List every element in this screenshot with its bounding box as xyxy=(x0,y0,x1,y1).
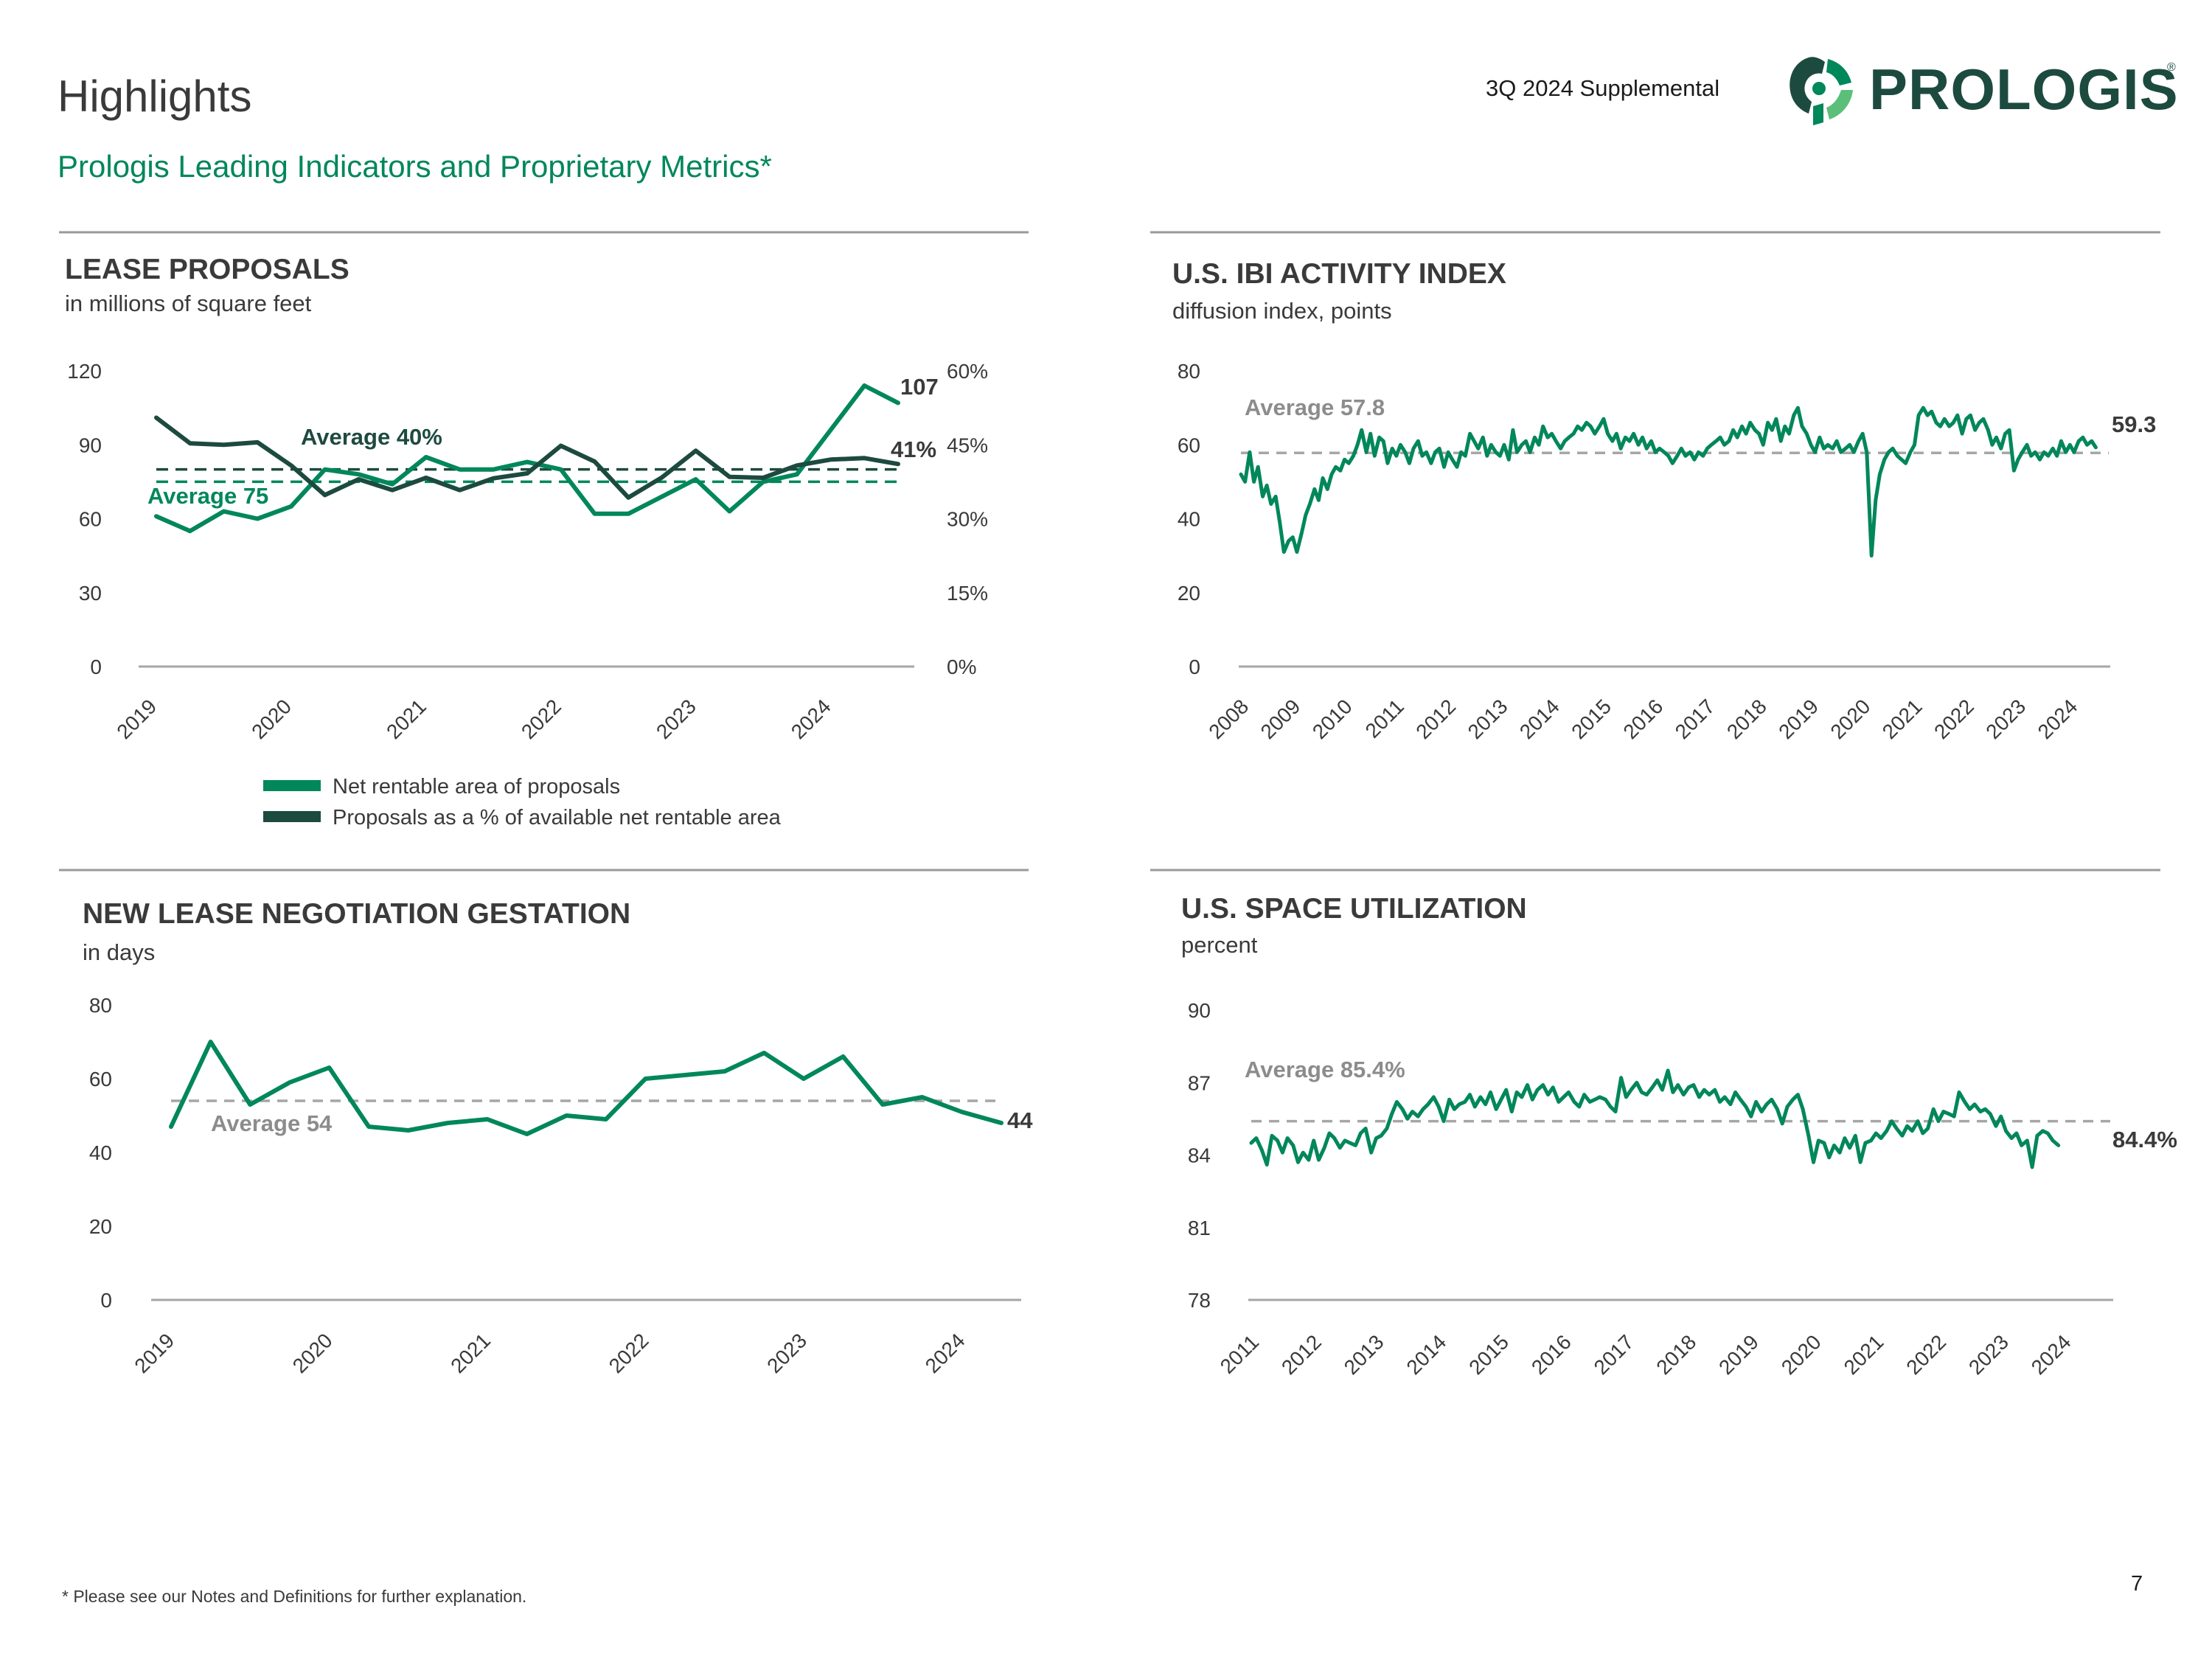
utilization-x-tick-label: 2019 xyxy=(1714,1330,1763,1379)
utilization-x-tick-label: 2023 xyxy=(1964,1330,2013,1379)
utilization-end-label: 84.4% xyxy=(2112,1127,2177,1152)
gestation-y-tick-label: 40 xyxy=(89,1141,112,1164)
lease-area-series-line xyxy=(154,383,900,534)
ibi-y-tick-label: 60 xyxy=(1178,434,1200,456)
page-subtitle: Prologis Leading Indicators and Propriet… xyxy=(58,149,772,184)
utilization-y-tick-label: 84 xyxy=(1188,1144,1211,1167)
logo-registered-mark: ® xyxy=(2167,61,2176,74)
utilization-x-tick-label: 2020 xyxy=(1777,1330,1826,1379)
lease-title: LEASE PROPOSALS xyxy=(65,254,349,285)
supplemental-label: 3Q 2024 Supplemental xyxy=(1486,75,1720,101)
ibi-y-tick-label: 80 xyxy=(1178,360,1200,383)
utilization-x-tick-label: 2012 xyxy=(1277,1330,1326,1379)
gestation-y-tick-label: 60 xyxy=(89,1068,112,1091)
lease-y2-tick-label: 15% xyxy=(947,582,988,605)
page-number: 7 xyxy=(2131,1572,2143,1596)
gestation-y-tick-label: 80 xyxy=(89,994,112,1017)
lease-average-area-label: Average 75 xyxy=(147,483,268,509)
ibi-subtitle: diffusion index, points xyxy=(1172,298,1392,324)
utilization-y-tick-label: 78 xyxy=(1188,1289,1211,1312)
utilization-x-tick-label: 2022 xyxy=(1902,1330,1950,1379)
ibi-y-tick-label: 20 xyxy=(1178,582,1200,605)
utilization-series-line xyxy=(1249,1068,2061,1169)
globe-icon xyxy=(1790,57,1853,125)
lease-y2-tick-label: 30% xyxy=(947,508,988,531)
footnote: * Please see our Notes and Definitions f… xyxy=(62,1587,527,1606)
lease-legend-label-pct: Proposals as a % of available net rentab… xyxy=(333,806,782,830)
gestation-y-tick-label: 0 xyxy=(100,1289,112,1312)
gestation-series-line xyxy=(169,1040,1004,1136)
utilization-x-tick-label: 2018 xyxy=(1652,1330,1700,1379)
utilization-y-tick-label: 81 xyxy=(1188,1217,1211,1239)
ibi-title: U.S. IBI ACTIVITY INDEX xyxy=(1172,258,1506,290)
lease-y-tick-label: 120 xyxy=(67,360,102,383)
lease-subtitle: in millions of square feet xyxy=(65,291,312,316)
gestation-y-tick-label: 20 xyxy=(89,1215,112,1238)
utilization-x-tick-label: 2013 xyxy=(1340,1330,1388,1379)
lease-end-label-area: 107 xyxy=(900,374,939,400)
lease-y2-tick-label: 45% xyxy=(947,434,988,456)
lease-y-tick-label: 60 xyxy=(79,508,102,531)
lease-legend-swatch-area xyxy=(263,780,321,791)
ibi-y-tick-label: 0 xyxy=(1189,655,1200,678)
page-title: Highlights xyxy=(58,72,252,121)
lease-y2-tick-label: 60% xyxy=(947,360,988,383)
utilization-title: U.S. SPACE UTILIZATION xyxy=(1181,893,1527,925)
lease-average-pct-label: Average 40% xyxy=(301,424,442,450)
lease-end-label-pct: 41% xyxy=(891,437,936,462)
gestation-subtitle: in days xyxy=(83,939,155,965)
lease-y-tick-label: 0 xyxy=(90,655,102,678)
ibi-y-tick-label: 40 xyxy=(1178,508,1200,531)
logo-wordmark: PROLOGIS xyxy=(1869,57,2179,122)
prologis-logo: PROLOGIS ® xyxy=(1790,57,2179,125)
lease-y-tick-label: 30 xyxy=(79,582,102,605)
lease-pct-series-line xyxy=(154,415,900,500)
utilization-x-tick-label: 2016 xyxy=(1527,1330,1576,1379)
lease-legend-label-area: Net rentable area of proposals xyxy=(333,775,620,799)
ibi-end-label: 59.3 xyxy=(2112,411,2156,437)
ibi-average-label: Average 57.8 xyxy=(1245,394,1385,420)
utilization-x-tick-label: 2017 xyxy=(1590,1330,1638,1379)
utilization-x-tick-label: 2024 xyxy=(2027,1330,2076,1379)
utilization-y-tick-label: 90 xyxy=(1188,999,1211,1022)
utilization-x-tick-label: 2011 xyxy=(1216,1330,1264,1378)
utilization-x-tick-label: 2014 xyxy=(1402,1330,1450,1379)
gestation-average-label: Average 54 xyxy=(211,1110,333,1136)
lease-legend-swatch-pct xyxy=(263,811,321,822)
utilization-subtitle: percent xyxy=(1181,932,1258,958)
gestation-end-label: 44 xyxy=(1007,1107,1033,1133)
utilization-x-tick-label: 2021 xyxy=(1840,1330,1888,1379)
lease-y-tick-label: 90 xyxy=(79,434,102,456)
utilization-average-label: Average 85.4% xyxy=(1245,1057,1405,1082)
lease-y2-tick-label: 0% xyxy=(947,655,976,678)
utilization-y-tick-label: 87 xyxy=(1188,1071,1211,1094)
utilization-x-tick-label: 2015 xyxy=(1464,1330,1513,1379)
gestation-title: NEW LEASE NEGOTIATION GESTATION xyxy=(83,898,630,930)
ibi-series-line xyxy=(1239,406,2098,558)
